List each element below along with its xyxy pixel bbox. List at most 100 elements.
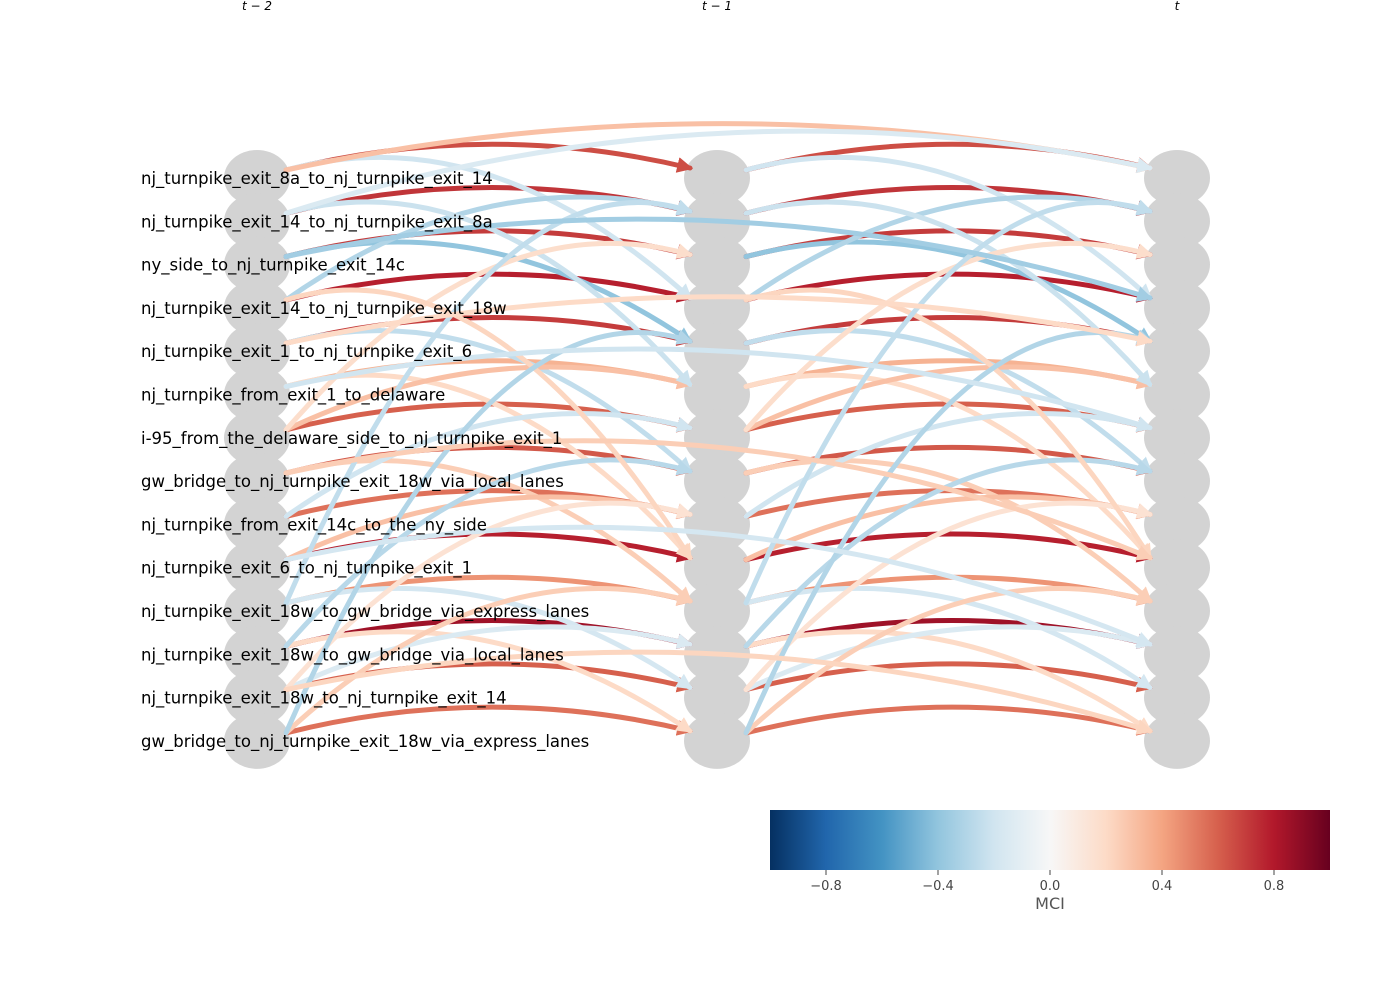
node-col2-var4: [1144, 323, 1210, 380]
node-col2-var3: [1144, 279, 1210, 336]
node-col1-var2: [684, 236, 750, 293]
link-27-from-col1: [743, 199, 1153, 387]
colorbar-tick-label: −0.4: [922, 879, 954, 894]
variable-label-0: nj_turnpike_exit_8a_to_nj_turnpike_exit_…: [141, 169, 493, 189]
node-col2-var1: [1144, 193, 1210, 250]
link-21-from-col0: [283, 410, 694, 519]
node-col2-var7: [1144, 453, 1210, 510]
link-17-from-col1: [743, 328, 1153, 474]
colorbar: −0.8 −0.4 0.0 0.4 0.8 MCI: [770, 810, 1330, 913]
node-col2-var2: [1144, 236, 1210, 293]
time-labels: t − 2 t − 1 t: [242, 0, 1181, 13]
node-col1-var5: [684, 366, 750, 423]
node-col1-var7: [684, 453, 750, 510]
link-26-from-col0: [283, 586, 694, 736]
links-layer: [283, 121, 1154, 736]
variable-label-11: nj_turnpike_exit_18w_to_gw_bridge_via_lo…: [141, 645, 564, 665]
link-40-from-col0: [283, 524, 1153, 647]
link-36-from-col0: [283, 216, 1154, 302]
node-col2-var8: [1144, 496, 1210, 553]
node-col0-var7: [224, 453, 290, 510]
node-col0-var0: [224, 150, 290, 206]
node-col0-var1: [224, 193, 290, 250]
link-28-from-col0: [283, 240, 694, 433]
link-13-from-col0: [283, 704, 694, 736]
link-29-from-col1: [743, 457, 1154, 649]
variable-label-12: nj_turnpike_exit_18w_to_nj_turnpike_exit…: [141, 689, 507, 709]
link-13-from-col1: [743, 704, 1154, 736]
link-29-from-col0: [283, 457, 694, 649]
node-col0-var4: [224, 323, 290, 380]
link-9-from-col1: [743, 531, 1154, 563]
node-col2-var11: [1144, 626, 1210, 683]
time-label-t-2: t − 2: [242, 0, 272, 13]
variable-label-1: nj_turnpike_exit_14_to_nj_turnpike_exit_…: [141, 212, 493, 232]
link-28-from-col1: [743, 240, 1154, 433]
time-label-t: t: [1175, 0, 1181, 13]
link-26-from-col1: [743, 586, 1154, 736]
colorbar-tick-label: −0.8: [810, 879, 842, 894]
variable-label-9: nj_turnpike_exit_6_to_nj_turnpike_exit_1: [141, 559, 472, 579]
node-col2-var0: [1144, 150, 1210, 206]
node-col0-var6: [224, 409, 290, 466]
colorbar-tick-label: 0.0: [1040, 879, 1061, 894]
node-col1-var9: [684, 539, 750, 596]
time-label-t-1: t − 1: [702, 0, 732, 13]
link-20-from-col1: [743, 457, 1153, 604]
node-col2-var10: [1144, 583, 1210, 639]
link-19-from-col1: [743, 364, 1154, 433]
link-32-from-col1: [743, 199, 1154, 606]
node-col0-var8: [224, 496, 290, 553]
node-col1-var6: [684, 409, 750, 466]
node-col1-var12: [684, 669, 750, 726]
node-col0-var2: [224, 236, 290, 293]
variable-label-13: gw_bridge_to_nj_turnpike_exit_18w_via_ex…: [141, 732, 589, 752]
node-col0-var9: [224, 539, 290, 596]
node-col2-var5: [1144, 366, 1210, 423]
link-15-from-col1: [743, 239, 1153, 344]
link-25-from-col0: [283, 624, 694, 693]
link-41-from-col0: [283, 649, 1154, 735]
link-12-from-col1: [743, 661, 1154, 693]
variable-label-5: nj_turnpike_from_exit_1_to_delaware: [141, 386, 445, 406]
nodes-layer: [224, 150, 1210, 769]
link-33-from-col0: [283, 329, 694, 736]
node-col2-var12: [1144, 669, 1210, 726]
node-col0-var5: [224, 366, 290, 423]
node-col0-var13: [224, 712, 290, 769]
link-18-from-col1: [743, 372, 1153, 561]
variable-label-7: gw_bridge_to_nj_turnpike_exit_18w_via_lo…: [141, 472, 564, 492]
colorbar-ticks: −0.8 −0.4 0.0 0.4 0.8: [810, 870, 1284, 894]
variable-label-8: nj_turnpike_from_exit_14c_to_the_ny_side: [141, 515, 487, 535]
link-21-from-col1: [743, 410, 1154, 519]
node-col0-var12: [224, 669, 290, 726]
link-32-from-col0: [283, 199, 694, 606]
node-col0-var3: [224, 279, 290, 336]
node-col1-var3: [684, 279, 750, 336]
node-col1-var8: [684, 496, 750, 553]
colorbar-tick-label: 0.8: [1264, 879, 1285, 894]
node-col2-var9: [1144, 539, 1210, 596]
link-39-from-col0: [283, 438, 1153, 561]
link-19-from-col0: [283, 364, 694, 433]
variable-label-3: nj_turnpike_exit_14_to_nj_turnpike_exit_…: [141, 299, 507, 319]
node-col1-var13: [684, 712, 750, 769]
link-31-from-col0: [283, 287, 693, 561]
node-col1-var10: [684, 583, 750, 639]
link-38-from-col0: [283, 346, 1154, 432]
variable-labels: nj_turnpike_exit_8a_to_nj_turnpike_exit_…: [141, 169, 589, 752]
node-col2-var13: [1144, 712, 1210, 769]
node-col1-var0: [684, 150, 750, 206]
variable-label-2: ny_side_to_nj_turnpike_exit_14c: [141, 256, 405, 276]
colorbar-title: MCI: [1035, 894, 1065, 913]
link-30-from-col1: [743, 500, 1154, 693]
link-33-from-col1: [743, 329, 1154, 736]
link-37-from-col0: [283, 294, 1154, 347]
node-col2-var6: [1144, 409, 1210, 466]
link-25-from-col1: [743, 624, 1154, 693]
colorbar-gradient: [770, 810, 1330, 870]
variable-label-6: i-95_from_the_delaware_side_to_nj_turnpi…: [141, 429, 562, 449]
link-14-from-col1: [743, 154, 1153, 301]
node-col0-var11: [224, 626, 290, 683]
